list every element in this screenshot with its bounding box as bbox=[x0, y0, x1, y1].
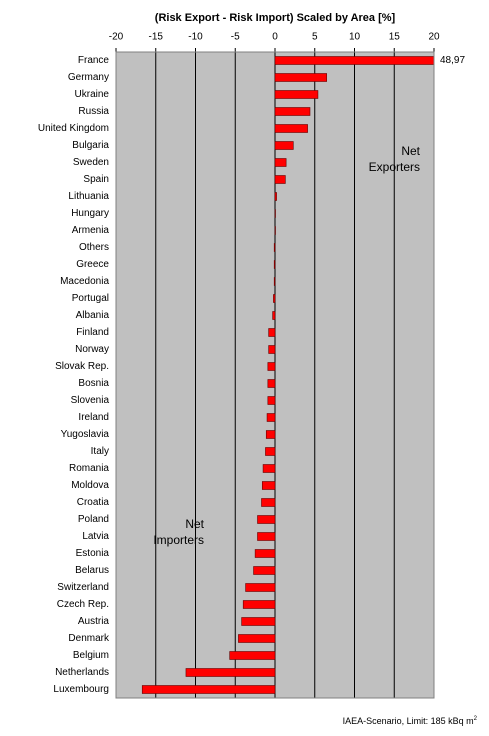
bar bbox=[229, 651, 276, 660]
bar bbox=[265, 430, 276, 439]
y-tick-label: Denmark bbox=[68, 633, 110, 644]
y-tick-label: Belarus bbox=[75, 565, 109, 576]
x-tick-label: 5 bbox=[312, 32, 318, 43]
annotation: Importers bbox=[153, 533, 204, 547]
bar bbox=[261, 481, 276, 490]
y-tick-label: Romania bbox=[69, 463, 109, 474]
y-tick-label: Yugoslavia bbox=[61, 429, 110, 440]
bar bbox=[273, 277, 276, 286]
annotation: Net bbox=[185, 517, 204, 531]
bar bbox=[242, 600, 276, 609]
y-tick-label: Latvia bbox=[82, 531, 109, 542]
y-tick-label: Moldova bbox=[71, 480, 109, 491]
annotation: Net bbox=[401, 144, 420, 158]
x-tick-label: -5 bbox=[231, 32, 240, 43]
y-tick-label: Estonia bbox=[76, 548, 110, 559]
y-tick-label: United Kingdom bbox=[38, 123, 109, 134]
x-tick-label: -15 bbox=[149, 32, 164, 43]
y-tick-label: Bosnia bbox=[78, 378, 109, 389]
bar bbox=[273, 260, 276, 269]
bar bbox=[273, 294, 276, 303]
bar bbox=[265, 447, 276, 456]
bar bbox=[141, 685, 276, 694]
bar bbox=[268, 328, 276, 337]
y-tick-label: Belgium bbox=[73, 650, 109, 661]
y-tick-label: France bbox=[78, 55, 110, 66]
bar bbox=[267, 379, 276, 388]
bar bbox=[274, 73, 327, 82]
bar bbox=[257, 532, 276, 541]
y-tick-label: Norway bbox=[75, 344, 109, 355]
y-tick-label: Slovenia bbox=[71, 395, 110, 406]
x-tick-label: 0 bbox=[272, 32, 278, 43]
y-tick-label: Ireland bbox=[78, 412, 109, 423]
bar bbox=[274, 158, 287, 167]
y-tick-label: Spain bbox=[83, 174, 109, 185]
bar bbox=[274, 209, 276, 218]
bar bbox=[245, 583, 276, 592]
bar bbox=[253, 566, 276, 575]
y-tick-label: Poland bbox=[78, 514, 109, 525]
y-tick-label: Russia bbox=[78, 106, 109, 117]
y-tick-label: Croatia bbox=[77, 497, 110, 508]
bar bbox=[185, 668, 276, 677]
bar bbox=[257, 515, 276, 524]
bar bbox=[274, 175, 286, 184]
bar bbox=[254, 549, 276, 558]
y-tick-label: Sweden bbox=[73, 157, 109, 168]
bar bbox=[238, 634, 276, 643]
bar bbox=[272, 311, 276, 320]
chart-title: (Risk Export - Risk Import) Scaled by Ar… bbox=[155, 12, 396, 24]
bar bbox=[274, 226, 276, 235]
y-tick-label: Others bbox=[79, 242, 109, 253]
bar bbox=[267, 396, 276, 405]
y-tick-label: Germany bbox=[68, 72, 109, 83]
y-tick-label: Finland bbox=[76, 327, 109, 338]
footnote: IAEA-Scenario, Limit: 185 kBq m2 bbox=[343, 716, 478, 727]
x-tick-label: 15 bbox=[389, 32, 401, 43]
x-tick-label: 10 bbox=[349, 32, 361, 43]
bar bbox=[274, 141, 294, 150]
x-tick-label: -10 bbox=[188, 32, 203, 43]
y-tick-label: Ukraine bbox=[75, 89, 110, 100]
y-tick-label: Bulgaria bbox=[72, 140, 109, 151]
y-tick-label: Armenia bbox=[72, 225, 110, 236]
bar bbox=[268, 345, 276, 354]
annotation: Exporters bbox=[369, 160, 420, 174]
bar bbox=[274, 56, 435, 65]
plot-border bbox=[115, 51, 435, 699]
bar bbox=[241, 617, 276, 626]
x-tick-label: -20 bbox=[109, 32, 124, 43]
y-tick-label: Czech Rep. bbox=[57, 599, 109, 610]
y-tick-label: Luxembourg bbox=[53, 684, 109, 695]
y-tick-label: Albania bbox=[76, 310, 110, 321]
y-tick-label: Netherlands bbox=[55, 667, 109, 678]
y-tick-label: Lithuania bbox=[68, 191, 109, 202]
x-tick-label: 20 bbox=[428, 32, 440, 43]
y-tick-label: Hungary bbox=[71, 208, 109, 219]
bar bbox=[274, 107, 311, 116]
bar bbox=[274, 124, 308, 133]
footnote-superscript: 2 bbox=[474, 716, 478, 722]
y-tick-label: Macedonia bbox=[60, 276, 109, 287]
bar bbox=[266, 413, 276, 422]
bar bbox=[262, 464, 276, 473]
value-label: 48,97 bbox=[440, 55, 465, 66]
bar bbox=[273, 243, 276, 252]
y-tick-label: Switzerland bbox=[57, 582, 109, 593]
bar bbox=[267, 362, 276, 371]
y-tick-label: Italy bbox=[91, 446, 109, 457]
footnote-text: IAEA-Scenario, Limit: 185 kBq m bbox=[343, 716, 474, 726]
y-tick-label: Austria bbox=[78, 616, 110, 627]
bar bbox=[274, 192, 277, 201]
bar bbox=[261, 498, 276, 507]
y-tick-label: Greece bbox=[76, 259, 109, 270]
bar bbox=[274, 90, 319, 99]
y-tick-label: Portugal bbox=[72, 293, 109, 304]
y-tick-label: Slovak Rep. bbox=[55, 361, 109, 372]
